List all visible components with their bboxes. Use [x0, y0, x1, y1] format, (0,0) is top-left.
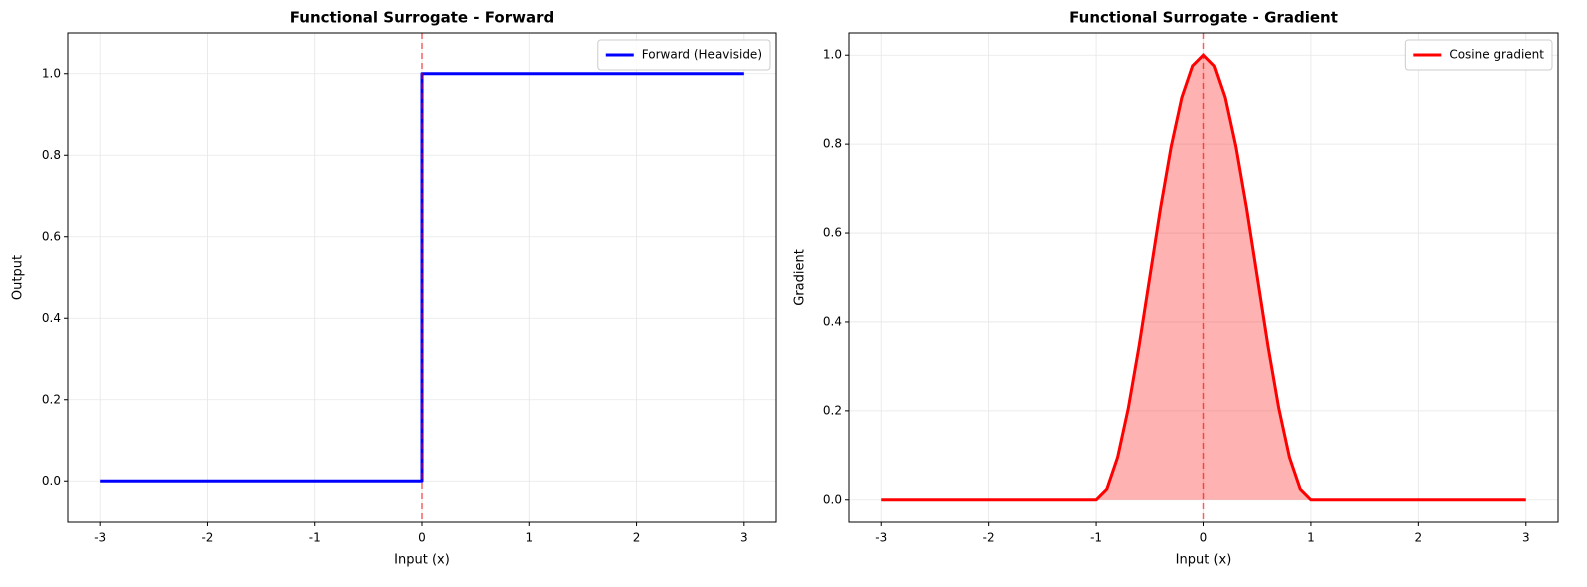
- legend: Forward (Heaviside): [597, 39, 771, 71]
- y-tick-label: 0.8: [42, 148, 61, 162]
- plot-frame: [848, 32, 1559, 523]
- x-tick-label: 0: [418, 531, 426, 545]
- subplot: -3 -2 -1 0 1 2 3 0.0 0.2 0.4 0.6 0.8 1.0 Functional S…: [11, 9, 777, 568]
- x-tick-label: 1: [525, 531, 533, 545]
- x-tick-label: -2: [201, 531, 213, 545]
- x-axis-label: Input (x): [394, 553, 450, 568]
- x-tick-label: -2: [983, 531, 995, 545]
- chart-title: Functional Surrogate - Forward: [290, 9, 554, 27]
- y-tick-label: 0.4: [42, 311, 61, 325]
- legend: Cosine gradient: [1404, 39, 1553, 71]
- x-tick-label: -3: [94, 531, 106, 545]
- y-axis-label: Gradient: [793, 249, 808, 306]
- y-tick-label: 0.0: [42, 474, 61, 488]
- x-tick-label: -1: [309, 531, 321, 545]
- subplot: -3 -2 -1 0 1 2 3 0.0 0.2 0.4 0.6 0.8 1.0 Functional S…: [793, 9, 1559, 568]
- y-tick-label: 0.2: [823, 403, 842, 417]
- x-tick-label: -3: [875, 531, 887, 545]
- x-tick-label: 3: [1522, 531, 1530, 545]
- y-tick-label: 0.2: [42, 392, 61, 406]
- legend-box: [1404, 39, 1553, 71]
- legend-label: Forward (Heaviside): [642, 48, 762, 62]
- x-tick-label: 2: [1415, 531, 1423, 545]
- legend-label: Cosine gradient: [1449, 48, 1544, 62]
- x-tick-label: -1: [1090, 531, 1102, 545]
- y-tick-label: 0.0: [823, 492, 842, 506]
- x-tick-label: 3: [740, 531, 748, 545]
- y-tick-label: 0.8: [823, 137, 842, 151]
- legend-box: [597, 39, 771, 71]
- y-tick-label: 1.0: [823, 48, 842, 62]
- y-tick-label: 1.0: [42, 66, 61, 80]
- x-tick-label: 2: [633, 531, 641, 545]
- y-tick-label: 0.6: [823, 226, 842, 240]
- y-axis-label: Output: [11, 255, 26, 300]
- x-axis-label: Input (x): [1176, 553, 1232, 568]
- x-tick-label: 1: [1307, 531, 1315, 545]
- x-tick-label: 0: [1200, 531, 1208, 545]
- y-tick-label: 0.4: [823, 314, 842, 328]
- chart-title: Functional Surrogate - Gradient: [1069, 9, 1338, 27]
- y-tick-label: 0.6: [42, 229, 61, 243]
- plot-frame: [67, 32, 777, 523]
